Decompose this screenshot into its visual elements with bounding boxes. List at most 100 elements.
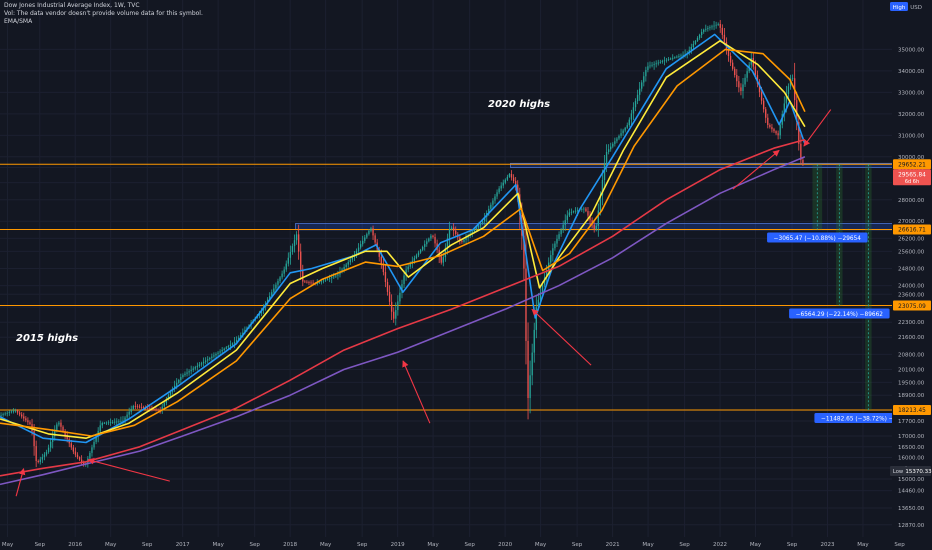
candle[interactable] bbox=[111, 421, 114, 423]
candle[interactable] bbox=[295, 234, 298, 241]
candle[interactable] bbox=[597, 210, 599, 226]
candle[interactable] bbox=[72, 447, 75, 452]
candle[interactable] bbox=[802, 159, 804, 164]
candle[interactable] bbox=[488, 208, 490, 213]
candle[interactable] bbox=[707, 28, 709, 29]
candle[interactable] bbox=[281, 273, 283, 278]
candle[interactable] bbox=[674, 57, 676, 59]
candle[interactable] bbox=[717, 23, 719, 25]
candle[interactable] bbox=[769, 124, 771, 128]
candle[interactable] bbox=[93, 441, 95, 448]
candle[interactable] bbox=[78, 457, 81, 460]
candle[interactable] bbox=[514, 181, 517, 185]
candle[interactable] bbox=[407, 266, 409, 270]
candle[interactable] bbox=[384, 272, 387, 282]
candle[interactable] bbox=[765, 109, 767, 118]
candle[interactable] bbox=[202, 361, 205, 364]
candle[interactable] bbox=[628, 119, 630, 126]
candle[interactable] bbox=[426, 241, 428, 245]
candle[interactable] bbox=[777, 133, 779, 136]
candle[interactable] bbox=[316, 283, 318, 284]
candle[interactable] bbox=[308, 282, 310, 283]
candle[interactable] bbox=[785, 93, 788, 104]
candle[interactable] bbox=[287, 257, 289, 264]
annotation-arrow[interactable] bbox=[402, 360, 431, 424]
candle[interactable] bbox=[136, 406, 139, 408]
candle[interactable] bbox=[705, 28, 707, 30]
candle[interactable] bbox=[242, 332, 244, 336]
candle[interactable] bbox=[213, 355, 215, 357]
candle[interactable] bbox=[95, 436, 97, 442]
candle[interactable] bbox=[560, 229, 562, 235]
candle[interactable] bbox=[432, 235, 434, 237]
candle[interactable] bbox=[18, 412, 21, 415]
candle[interactable] bbox=[421, 246, 424, 250]
candle[interactable] bbox=[655, 63, 657, 65]
candle[interactable] bbox=[45, 452, 48, 455]
candle[interactable] bbox=[440, 256, 442, 263]
candle[interactable] bbox=[231, 343, 234, 345]
candle[interactable] bbox=[238, 337, 240, 341]
candle[interactable] bbox=[403, 275, 405, 285]
candle[interactable] bbox=[293, 240, 296, 247]
candle[interactable] bbox=[446, 238, 449, 248]
candle[interactable] bbox=[64, 430, 66, 436]
candle[interactable] bbox=[504, 179, 506, 183]
candle[interactable] bbox=[337, 274, 339, 276]
candle[interactable] bbox=[318, 282, 320, 284]
candle[interactable] bbox=[498, 188, 500, 193]
candle[interactable] bbox=[132, 405, 134, 409]
candle[interactable] bbox=[56, 424, 58, 431]
candle[interactable] bbox=[502, 182, 504, 186]
candle[interactable] bbox=[531, 352, 533, 376]
candle[interactable] bbox=[35, 446, 37, 461]
candle[interactable] bbox=[510, 173, 513, 178]
candle[interactable] bbox=[719, 23, 721, 28]
candle[interactable] bbox=[444, 247, 447, 258]
candle[interactable] bbox=[731, 62, 734, 69]
candle[interactable] bbox=[727, 48, 730, 56]
candle[interactable] bbox=[359, 244, 362, 248]
candle[interactable] bbox=[134, 405, 137, 407]
candle[interactable] bbox=[442, 257, 444, 263]
candle[interactable] bbox=[473, 229, 475, 232]
candle[interactable] bbox=[512, 177, 515, 182]
candle[interactable] bbox=[89, 452, 91, 459]
candle[interactable] bbox=[767, 117, 769, 125]
candle[interactable] bbox=[58, 422, 60, 425]
candle[interactable] bbox=[589, 215, 591, 221]
candle[interactable] bbox=[14, 410, 17, 412]
candle[interactable] bbox=[585, 208, 587, 212]
candle[interactable] bbox=[169, 391, 172, 396]
candle[interactable] bbox=[153, 408, 155, 410]
candle[interactable] bbox=[105, 422, 108, 424]
candle[interactable] bbox=[787, 86, 790, 94]
candle[interactable] bbox=[477, 225, 480, 228]
candle[interactable] bbox=[149, 408, 151, 410]
candle[interactable] bbox=[663, 60, 666, 62]
candle[interactable] bbox=[364, 237, 366, 241]
candle[interactable] bbox=[60, 422, 62, 427]
candle[interactable] bbox=[465, 237, 467, 240]
symbol-title[interactable]: Dow Jones Industrial Average Index, 1W, … bbox=[4, 2, 140, 9]
candle[interactable] bbox=[475, 227, 478, 230]
candle[interactable] bbox=[215, 353, 217, 356]
candle[interactable] bbox=[517, 184, 519, 195]
candle[interactable] bbox=[49, 441, 52, 448]
candle[interactable] bbox=[483, 217, 486, 222]
candle[interactable] bbox=[204, 360, 207, 362]
candle[interactable] bbox=[496, 192, 498, 197]
candle[interactable] bbox=[616, 138, 618, 142]
candle[interactable] bbox=[791, 78, 794, 80]
candle[interactable] bbox=[541, 284, 544, 293]
candle[interactable] bbox=[83, 462, 85, 465]
candle[interactable] bbox=[273, 288, 275, 293]
candle[interactable] bbox=[525, 268, 527, 341]
candle[interactable] bbox=[289, 251, 292, 258]
low-value-badge[interactable] bbox=[906, 466, 931, 477]
candle[interactable] bbox=[459, 237, 461, 241]
candle[interactable] bbox=[539, 292, 542, 300]
candle[interactable] bbox=[310, 282, 312, 284]
candle[interactable] bbox=[734, 68, 736, 76]
candle[interactable] bbox=[333, 276, 335, 278]
